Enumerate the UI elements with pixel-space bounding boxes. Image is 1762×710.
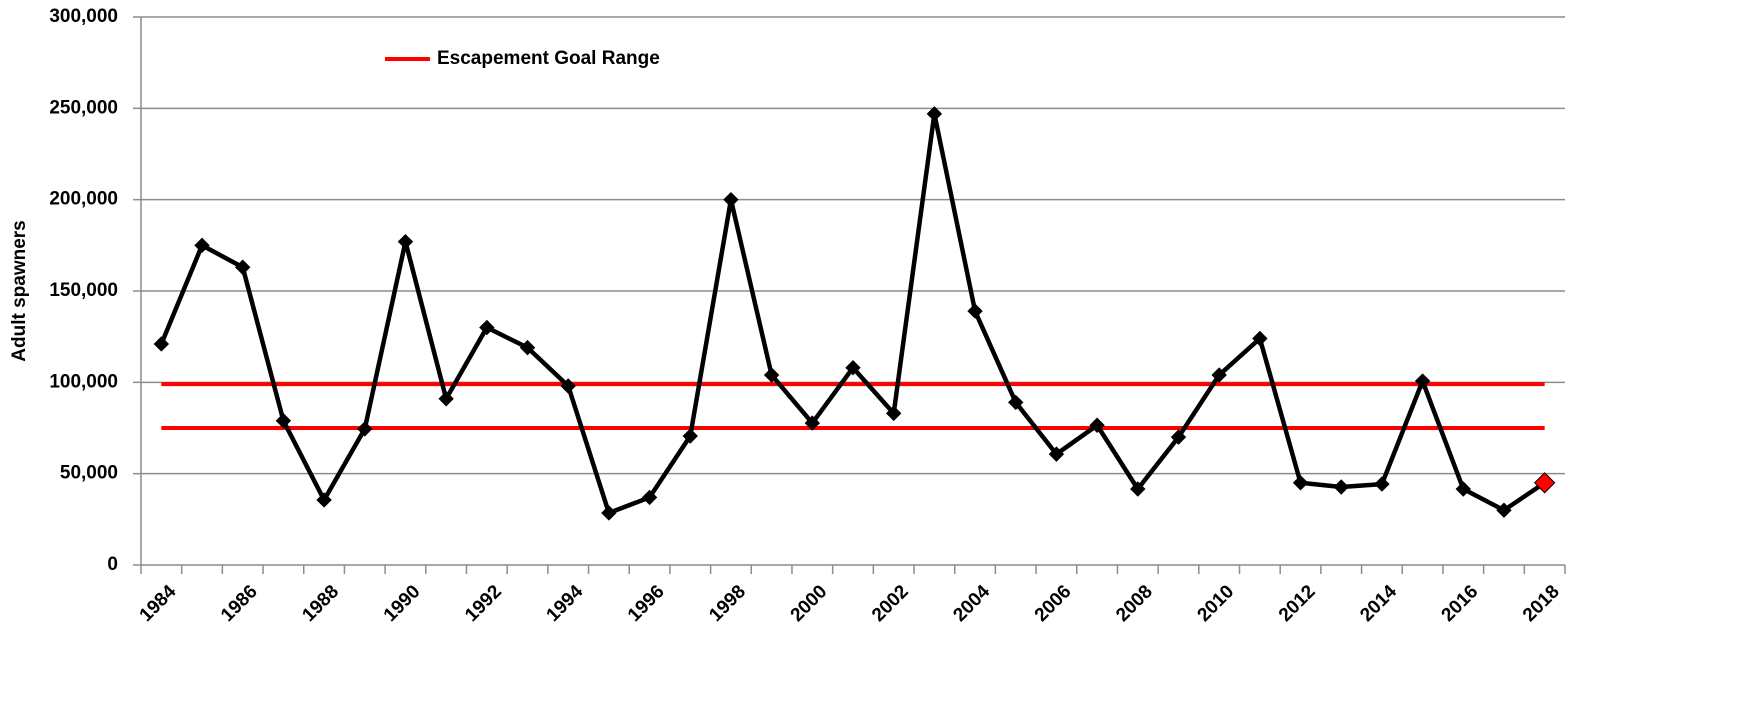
data-point: [560, 378, 576, 394]
data-point: [763, 367, 780, 383]
data-point: [397, 233, 414, 250]
data-point: [1533, 472, 1556, 494]
data-point: [885, 405, 902, 422]
x-tick-label: 2012: [1275, 581, 1320, 626]
y-tick-label: 50,000: [60, 463, 118, 484]
data-point: [1333, 479, 1349, 495]
data-point: [153, 336, 170, 352]
x-tick-label: 2008: [1112, 581, 1157, 626]
data-point: [641, 489, 658, 506]
data-point: [1089, 417, 1105, 433]
data-point: [479, 319, 495, 336]
data-point: [1008, 394, 1024, 411]
x-tick-label: 2010: [1194, 581, 1239, 626]
y-axis-label: Adult spawners: [9, 220, 30, 361]
x-tick-label: 1986: [217, 581, 262, 626]
x-tick-label: 1988: [298, 581, 343, 626]
data-point: [235, 259, 251, 275]
data-point: [275, 412, 292, 429]
y-tick-label: 100,000: [49, 371, 118, 392]
y-tick-label: 0: [107, 554, 118, 575]
data-point: [682, 428, 698, 444]
data-point: [804, 415, 821, 431]
data-point: [519, 339, 536, 356]
data-point: [357, 421, 373, 437]
data-point: [1496, 502, 1512, 518]
data-point: [1211, 367, 1227, 383]
data-line: [159, 111, 1546, 516]
x-tick-label: 1998: [705, 581, 750, 626]
data-point: [1170, 429, 1187, 445]
data-point: [438, 391, 454, 407]
data-point: [723, 191, 739, 208]
data-point: [845, 360, 861, 376]
data-point: [1048, 446, 1065, 462]
x-tick-label: 2006: [1031, 581, 1076, 626]
y-tick-label: 300,000: [49, 6, 118, 27]
data-point: [967, 303, 983, 319]
data-point: [1414, 373, 1431, 389]
y-tick-label: 200,000: [49, 189, 118, 210]
x-tick-label: 2000: [787, 581, 832, 626]
x-tick-label: 2018: [1519, 581, 1564, 626]
x-tick-label: 1996: [624, 581, 669, 626]
x-tick-label: 1994: [543, 581, 588, 626]
x-tick-label: 2014: [1356, 581, 1401, 626]
data-point: [1252, 330, 1268, 347]
data-point: [1130, 481, 1146, 497]
x-tick-label: 2002: [868, 581, 913, 626]
y-tick-label: 150,000: [49, 280, 118, 301]
data-point: [1292, 475, 1309, 491]
data-point: [601, 505, 617, 521]
data-point: [1374, 476, 1390, 492]
data-point: [1455, 481, 1471, 497]
data-point: [316, 492, 332, 508]
x-tick-label: 2004: [949, 581, 994, 626]
x-tick-label: 1992: [461, 581, 506, 626]
data-point: [194, 237, 210, 254]
x-tick-label: 2016: [1438, 581, 1483, 626]
x-tick-label: 1984: [136, 581, 181, 626]
x-tick-label: 1990: [380, 581, 425, 626]
y-tick-label: 250,000: [49, 97, 118, 118]
data-point: [926, 106, 943, 122]
legend-label: Escapement Goal Range: [437, 48, 660, 69]
